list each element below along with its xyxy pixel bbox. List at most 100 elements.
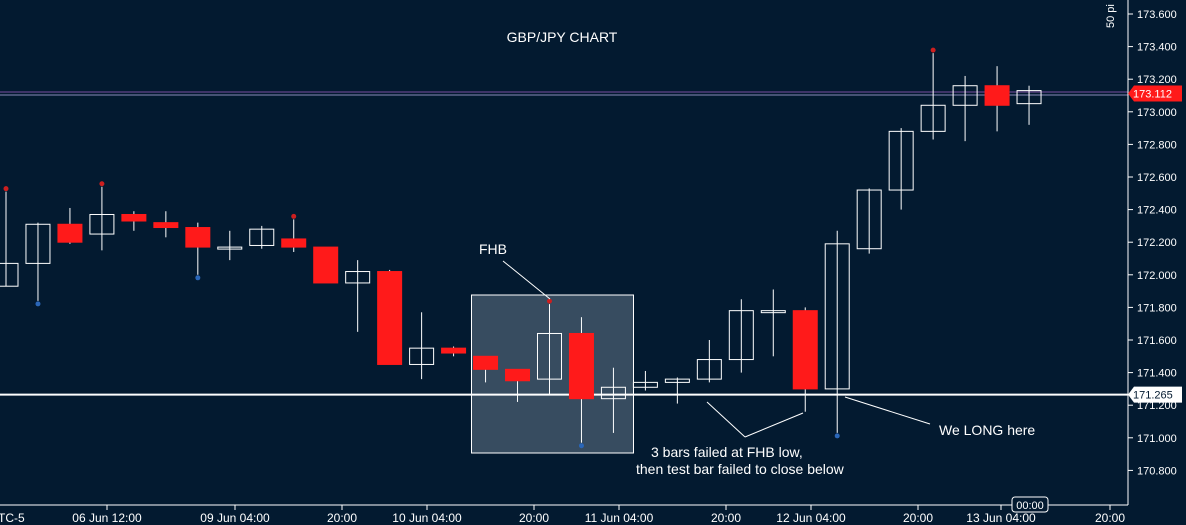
y-axis-tick-label: 171.200	[1137, 400, 1177, 412]
fractal-low-marker	[35, 301, 41, 307]
candle-body	[536, 332, 562, 380]
y-axis-tick-label: 173.200	[1137, 74, 1177, 86]
failed-pointer-line-b	[744, 412, 804, 438]
candle-body	[920, 104, 946, 132]
fractal-high-marker	[3, 186, 9, 192]
candles-layer	[0, 47, 1042, 449]
y-axis-tick-label: 172.000	[1137, 270, 1177, 282]
candle	[632, 370, 658, 391]
fhb-range-box	[471, 294, 634, 454]
candle	[920, 47, 946, 140]
candle	[345, 260, 371, 332]
candle	[313, 246, 339, 284]
candle	[377, 269, 403, 365]
scale-label: 50 pi	[1105, 4, 1117, 28]
candle-body	[888, 130, 914, 191]
candle	[600, 367, 626, 433]
x-axis-tick-label: 13 Jun 04:00	[966, 511, 1036, 525]
y-axis-tick-label: 171.000	[1137, 433, 1177, 445]
candle-body	[856, 189, 882, 250]
annotations-layer: FHB 3 bars failed at FHB low,then test ba…	[479, 241, 1035, 477]
candle-body	[568, 332, 594, 400]
candle	[888, 128, 914, 210]
candle-body	[1016, 90, 1042, 105]
candle-body	[792, 310, 818, 390]
fractal-high-marker	[546, 298, 552, 304]
y-axis-tick-label: 171.800	[1137, 302, 1177, 314]
support-price-tag	[1128, 386, 1182, 403]
candle-body	[952, 85, 978, 106]
candle-body	[505, 368, 531, 382]
candle-body	[121, 213, 147, 222]
cursor-time-label: 00:00	[1016, 500, 1044, 512]
candle	[664, 377, 690, 404]
candle-body	[217, 246, 243, 250]
candle-body	[89, 213, 115, 235]
x-axis-tick-label: 20:00	[711, 511, 741, 525]
candle	[473, 355, 499, 383]
candle	[568, 317, 594, 449]
failed-annotation-line2: then test bar failed to close below	[636, 461, 845, 477]
candle	[760, 289, 786, 357]
y-axis-tick-label: 172.800	[1137, 139, 1177, 151]
y-axis-tick-label: 171.600	[1137, 335, 1177, 347]
fractal-low-marker	[834, 433, 840, 439]
candle-body	[728, 310, 754, 361]
candle-body	[377, 271, 403, 365]
candle-body	[824, 243, 850, 390]
candle	[696, 340, 722, 383]
cursor-time-box	[1011, 496, 1049, 513]
y-axis-tick-label: 173.000	[1137, 107, 1177, 119]
timezone-label: TC-5	[0, 511, 25, 525]
candle	[249, 225, 275, 249]
candle	[1016, 85, 1042, 125]
candle	[952, 75, 978, 142]
candle-body	[696, 359, 722, 380]
candle	[856, 188, 882, 254]
candle-body	[249, 228, 275, 246]
candle-body	[0, 262, 19, 287]
candle	[536, 298, 562, 396]
candle-body	[473, 355, 499, 370]
x-axis-tick-label: 20:00	[327, 511, 357, 525]
y-axis-tick-label: 173.600	[1137, 9, 1177, 21]
candle-body	[345, 271, 371, 284]
candle-body	[25, 223, 51, 264]
x-axis-tick-label: 20:00	[519, 511, 549, 525]
candle	[25, 222, 51, 307]
long-entry-label: We LONG here	[939, 422, 1035, 438]
candle-body	[600, 386, 626, 400]
current-price-tag-label: 173.112	[1133, 89, 1172, 101]
candle-body	[760, 310, 786, 314]
fhb-label: FHB	[479, 241, 507, 257]
candle	[121, 211, 147, 231]
candle	[728, 299, 754, 373]
fractal-high-marker	[99, 181, 105, 187]
current-price-tag	[1128, 85, 1182, 102]
candle	[153, 211, 179, 238]
x-axis-tick-label: 10 Jun 04:00	[392, 511, 462, 525]
candle	[217, 230, 243, 261]
candle-body	[664, 378, 690, 383]
fractal-high-marker	[930, 47, 936, 53]
x-axis-tick-label: 12 Jun 04:00	[776, 511, 846, 525]
x-axis-tick-label: 09 Jun 04:00	[200, 511, 270, 525]
fractal-low-marker	[195, 275, 201, 281]
candle-body	[409, 347, 435, 365]
candle	[984, 66, 1010, 132]
candle-body	[632, 381, 658, 388]
price-lines-layer	[0, 91, 1128, 396]
y-axis-tick-label: 172.400	[1137, 205, 1177, 217]
y-axis-tick-label: 173.400	[1137, 42, 1177, 54]
candle-body	[153, 222, 179, 229]
candle	[0, 186, 19, 287]
candle	[185, 222, 211, 281]
long-pointer-line	[844, 396, 931, 425]
candle	[824, 230, 850, 439]
fractal-low-marker	[578, 443, 584, 449]
candle	[792, 307, 818, 412]
fractal-high-marker	[291, 213, 297, 219]
fhb-pointer-line	[502, 260, 551, 300]
